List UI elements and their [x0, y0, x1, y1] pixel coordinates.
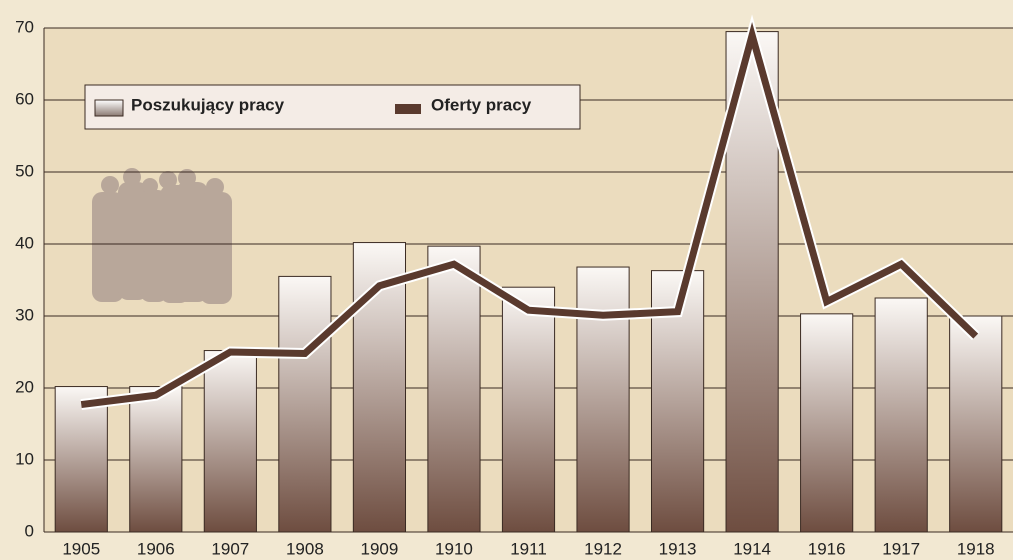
x-tick-label: 1916 — [808, 539, 846, 558]
y-tick-label: 40 — [15, 233, 34, 252]
bar — [427, 245, 481, 533]
x-tick-label: 1910 — [435, 539, 473, 558]
x-tick-label: 1908 — [286, 539, 324, 558]
x-tick-label: 1913 — [659, 539, 697, 558]
x-tick-label: 1912 — [584, 539, 622, 558]
legend-box — [84, 84, 581, 130]
line — [80, 21, 979, 409]
y-tick-label: 60 — [15, 89, 34, 108]
x-tick-label: 1909 — [361, 539, 399, 558]
bar — [874, 297, 928, 533]
x-tick-label: 1917 — [882, 539, 920, 558]
x-tick-label: 1907 — [211, 539, 249, 558]
legend-swatch — [94, 99, 124, 117]
y-tick-label: 10 — [15, 449, 34, 468]
y-tick-label: 30 — [15, 305, 34, 324]
y-tick-label: 20 — [15, 377, 34, 396]
x-tick-label: 1918 — [957, 539, 995, 558]
legend-label: Oferty pracy — [431, 95, 532, 114]
bar — [129, 386, 183, 533]
y-tick-label: 70 — [15, 17, 34, 36]
bar — [800, 313, 854, 533]
bar — [203, 350, 257, 533]
legend-label: Poszukujący pracy — [131, 95, 285, 114]
legend-swatch — [395, 104, 421, 114]
x-tick-label: 1914 — [733, 539, 771, 558]
bar — [576, 266, 630, 533]
silhouette — [92, 168, 232, 304]
bar — [54, 386, 108, 533]
y-tick-label: 50 — [15, 161, 34, 180]
bar — [501, 286, 556, 533]
x-tick-label: 1906 — [137, 539, 175, 558]
bar — [949, 315, 1003, 533]
x-tick-label: 1905 — [62, 539, 100, 558]
x-tick-label: 1911 — [510, 539, 547, 558]
y-tick-label: 0 — [25, 521, 34, 540]
bar — [278, 275, 332, 533]
